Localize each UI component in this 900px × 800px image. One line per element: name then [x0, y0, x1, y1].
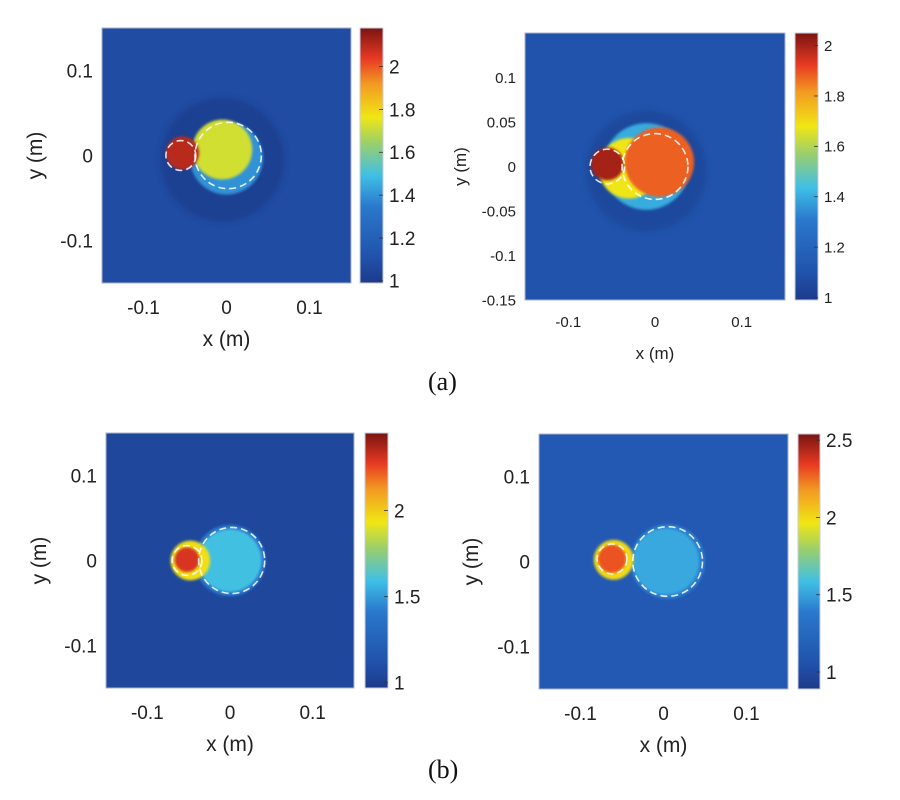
- x-tick-label: -0.1: [127, 298, 160, 319]
- heatmap-panel-top-right: -0.1 0 0.1 0.1 0.05 0 -0.05 -0.1 -0.15 x (m) y (m)…: [451, 32, 845, 363]
- x-axis-label: x (m): [206, 733, 254, 756]
- heatmap-region-small-inclusion: [174, 547, 200, 573]
- y-tick-label: -0.05: [482, 203, 516, 220]
- boundary-large-boundary: [631, 525, 704, 598]
- x-tick-label: 0.1: [299, 703, 325, 724]
- x-tick-label: -0.1: [555, 314, 581, 331]
- colorbar-tick-label: 1.6: [389, 143, 415, 164]
- x-tick-label: -0.1: [131, 703, 164, 724]
- boundary-large-boundary: [621, 132, 689, 201]
- x-tick-label: 0.1: [296, 298, 322, 319]
- plot-frame: [101, 27, 352, 284]
- colorbar: [364, 432, 389, 689]
- boundary-small-boundary: [171, 544, 203, 577]
- colorbar-tick-label: 1.4: [824, 189, 845, 206]
- colorbar-tick-label: 1.8: [389, 100, 415, 121]
- y-axis-label: y (m): [460, 538, 483, 586]
- colorbar-tick-label: 1.8: [824, 88, 845, 105]
- colorbar-tick-label: 2: [389, 57, 400, 78]
- heatmap-region-large-inclusion: [198, 529, 262, 592]
- colorbar-tick-label: 1: [394, 674, 405, 695]
- plot-frame: [105, 432, 355, 689]
- x-tick-label: 0: [225, 703, 236, 724]
- caption-a: (a): [428, 367, 457, 396]
- boundary-small-boundary: [589, 148, 626, 185]
- x-tick-label: 0: [221, 298, 232, 319]
- plot-area: [102, 28, 351, 283]
- colorbar-tick-label: 1.5: [394, 588, 420, 609]
- y-axis-label: y (m): [28, 537, 51, 585]
- y-axis-label: y (m): [451, 147, 470, 186]
- plot-area: [106, 433, 354, 688]
- colorbar: [797, 433, 821, 690]
- colorbar-tick-label: 1.2: [824, 240, 845, 257]
- y-tick-label: 0.1: [67, 61, 93, 82]
- y-tick-label: -0.1: [64, 636, 97, 657]
- heatmap-panel-bottom-left: -0.1 0 0.1 0.1 0 -0.1 x (m) y (m) 2 1.5 1: [28, 432, 420, 756]
- x-axis-label: x (m): [636, 344, 675, 363]
- colorbar-tick-label: 1: [824, 290, 832, 307]
- colorbar: [794, 32, 819, 301]
- boundary-small-boundary: [596, 543, 628, 575]
- y-tick-label: -0.1: [497, 637, 530, 658]
- plot-area: [539, 434, 788, 689]
- colorbar-tick-label: 2: [826, 508, 837, 529]
- x-tick-label: 0.1: [731, 314, 752, 331]
- colorbar-tick-label: 2.5: [826, 431, 852, 452]
- y-tick-label: 0: [86, 551, 97, 572]
- plot-frame: [524, 32, 786, 301]
- colorbar-tick-label: 1: [826, 663, 837, 684]
- y-tick-label: 0: [519, 552, 530, 573]
- boundary-large-boundary: [197, 526, 266, 595]
- y-tick-label: -0.1: [60, 231, 93, 252]
- heatmap-panel-bottom-right: -0.1 0 0.1 0.1 0 -0.1 x (m) y (m) 2.5 2 1.5 1: [460, 431, 852, 757]
- heatmap-panel-top-left: -0.1 0 0.1 0.1 0 -0.1 x (m) y (m) 2 1.8 1.6 1.4 1.2 1: [24, 27, 416, 351]
- y-tick-label: 0.1: [71, 466, 97, 487]
- y-tick-label: 0: [508, 159, 516, 176]
- x-axis-label: x (m): [203, 328, 251, 351]
- plot-frame: [538, 433, 789, 690]
- x-tick-label: -0.1: [564, 704, 597, 725]
- x-tick-label: 0: [651, 314, 659, 331]
- x-tick-label: 0.1: [733, 704, 759, 725]
- colorbar-tick-label: 1.5: [826, 586, 852, 607]
- colorbar-tick-label: 1.6: [824, 139, 845, 156]
- y-tick-label: -0.1: [490, 248, 516, 265]
- colorbar-tick-label: 2: [824, 38, 832, 55]
- caption-b: (b): [428, 755, 458, 784]
- colorbar-tick-label: 1.2: [389, 229, 415, 250]
- y-tick-label: -0.15: [482, 292, 516, 309]
- colorbar-tick-label: 1: [389, 272, 400, 293]
- x-tick-label: 0: [658, 704, 669, 725]
- colorbar-tick-label: 2: [394, 501, 405, 522]
- boundary-small-boundary: [165, 139, 197, 172]
- x-axis-label: x (m): [640, 734, 688, 757]
- heatmap-region-small-inclusion: [590, 147, 624, 181]
- y-tick-label: 0: [82, 146, 93, 167]
- y-axis-label: y (m): [24, 132, 47, 180]
- heatmap-region-large-inclusion: [624, 127, 694, 197]
- heatmap-region-small-inclusion: [597, 544, 627, 574]
- colorbar-tick-label: 1.4: [389, 186, 416, 207]
- boundary-large-boundary: [194, 121, 263, 190]
- heatmap-region-large-inclusion: [632, 528, 700, 595]
- plot-area: [525, 33, 785, 300]
- colorbar: [359, 27, 384, 284]
- y-tick-label: 0.1: [495, 70, 516, 87]
- y-tick-label: 0.1: [504, 467, 530, 488]
- heatmap-region-large-inclusion: [192, 119, 253, 180]
- y-tick-label: 0.05: [487, 114, 516, 131]
